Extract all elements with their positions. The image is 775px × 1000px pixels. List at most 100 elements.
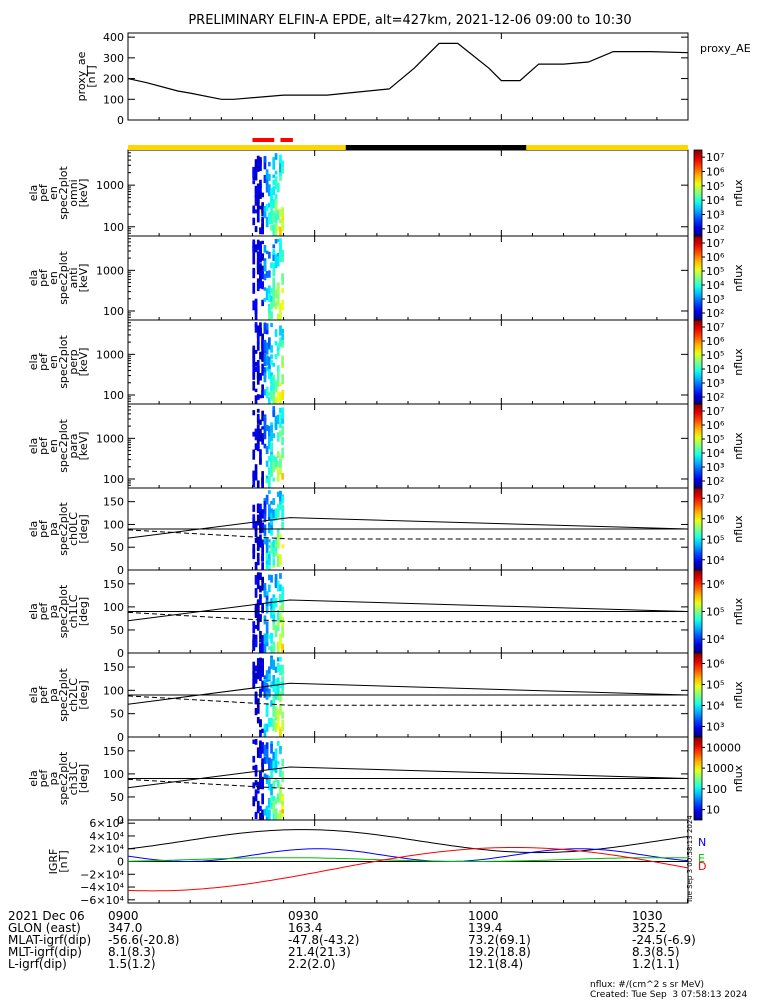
spectrogram-cell xyxy=(276,292,280,300)
spectrogram-cell xyxy=(252,381,256,391)
y-tick-label: 0 xyxy=(117,564,124,577)
spectrogram-cell xyxy=(254,464,258,475)
spectrogram-cell xyxy=(272,277,276,289)
spectrogram-cell xyxy=(256,658,260,671)
y-tick-label: 50 xyxy=(110,541,124,554)
spectrogram-cell xyxy=(259,614,262,622)
spectrogram-cell xyxy=(272,386,276,398)
spectrogram-cell xyxy=(256,332,260,344)
spectrogram-cell xyxy=(265,494,269,501)
spectrogram-cell xyxy=(265,749,269,760)
colorbar-tick-label: 10⁴ xyxy=(706,194,725,207)
spectrogram-cell xyxy=(279,584,282,592)
spectrogram-cell xyxy=(261,433,264,442)
spectrogram-cell xyxy=(281,166,284,173)
spectrogram-cell xyxy=(279,490,282,501)
spectrogram-cell xyxy=(259,375,262,381)
y-label-line: en xyxy=(47,186,60,200)
colorbar xyxy=(693,319,703,405)
spectrogram-cell xyxy=(270,541,273,554)
spectrogram-cell xyxy=(274,202,278,212)
spectrogram-cell xyxy=(254,638,258,648)
spectrogram-cell xyxy=(268,673,271,680)
y-tick-label: −4×10⁴ xyxy=(80,881,124,894)
spectrogram-cell xyxy=(281,275,284,281)
spectrogram-cell xyxy=(270,301,273,310)
spectrogram-cell xyxy=(254,521,258,531)
spectrogram-cell xyxy=(265,342,269,355)
spectrogram-cell xyxy=(268,688,271,695)
spectrogram-cell xyxy=(252,472,256,477)
spectrogram-cell xyxy=(265,460,269,467)
axis-frame xyxy=(127,319,689,405)
spectrogram-cell xyxy=(256,183,260,195)
spectrogram-cell xyxy=(270,374,273,385)
spectrogram-cell xyxy=(261,658,264,664)
y-tick-label: 0 xyxy=(117,647,124,660)
spectrogram-cell xyxy=(265,218,269,228)
spectrogram-cell xyxy=(270,461,273,467)
footer-cell: -24.5(-6.9) xyxy=(632,933,696,947)
spectrogram-cell xyxy=(254,310,258,320)
spectrogram-cell xyxy=(272,174,276,178)
y-tick-label: 1000 xyxy=(96,264,124,277)
spectrogram-cell xyxy=(270,359,273,366)
spectrogram-cell xyxy=(252,449,256,460)
loss-cone-solid-line xyxy=(127,766,689,789)
spectrogram-cell xyxy=(256,577,260,590)
spectrogram-cell xyxy=(259,742,262,749)
y-label-group: proxy_ae[nT] xyxy=(75,51,98,101)
spectrogram-cell xyxy=(270,500,273,505)
spectrogram-cell xyxy=(272,718,276,732)
spectrogram-cell xyxy=(259,539,262,548)
spectrogram-cell xyxy=(272,383,276,390)
spectrogram-cell xyxy=(268,552,271,559)
colorbar xyxy=(693,487,703,571)
spectrogram-cell xyxy=(276,642,280,648)
spectrogram-cell xyxy=(276,365,280,372)
spectrogram-cell xyxy=(276,683,280,695)
spectrogram-cell xyxy=(276,347,280,351)
footer-cell: 325.2 xyxy=(632,921,667,935)
spectrogram-cell xyxy=(261,471,264,480)
spectrogram-cell xyxy=(276,610,280,622)
spectrogram-cell xyxy=(263,156,267,170)
spectrogram-cell xyxy=(274,689,278,700)
spectrogram-cell xyxy=(279,790,282,799)
spectrogram-cell xyxy=(265,702,269,716)
spectrogram-cell xyxy=(265,742,269,752)
axis-frame xyxy=(127,32,689,121)
spectrogram-cell xyxy=(270,525,273,536)
spectrogram-cell xyxy=(270,288,273,294)
spectrogram-cell xyxy=(281,407,284,419)
spectrogram-cell xyxy=(256,480,260,488)
spectrogram-cell xyxy=(265,538,269,543)
spectrogram-cell xyxy=(259,515,262,524)
y-label-line: pef xyxy=(37,602,50,621)
y-label-line: [deg] xyxy=(77,514,90,543)
spectrogram-cell xyxy=(272,244,276,249)
spectrogram-cell xyxy=(279,605,282,611)
spectrogram-cell xyxy=(259,192,262,199)
y-label-line: [deg] xyxy=(77,680,90,709)
y-label-line: ch0LC xyxy=(67,512,80,546)
spectrogram-cell xyxy=(268,251,271,259)
spectrogram-cell xyxy=(281,758,284,767)
colorbar xyxy=(693,149,703,237)
spectrogram-cell xyxy=(276,813,280,820)
spectrogram-cell xyxy=(268,550,271,555)
colorbar xyxy=(693,235,703,321)
spectrogram-cell xyxy=(268,545,271,549)
spectrogram-cell xyxy=(281,250,284,258)
spectrogram-cell xyxy=(272,675,276,686)
spectrogram-cell xyxy=(256,164,260,172)
spectrogram-cell xyxy=(281,809,284,818)
spectrogram-cell xyxy=(270,454,273,467)
footer-cell: 139.4 xyxy=(468,921,503,935)
spectrogram-cell xyxy=(270,717,273,727)
spectrogram-cell xyxy=(281,711,284,719)
spectrogram-cell xyxy=(279,430,282,435)
